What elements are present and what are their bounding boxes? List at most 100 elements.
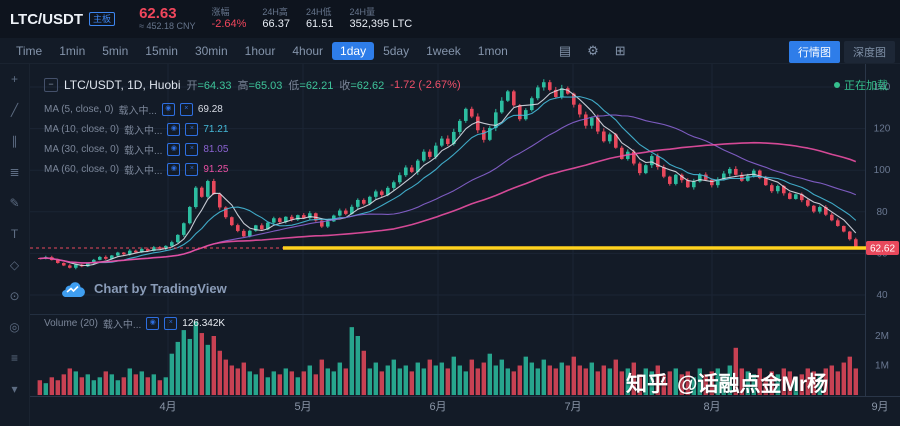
volume-title: Volume (20) xyxy=(44,318,98,329)
tab-1min[interactable]: 1min xyxy=(59,43,86,58)
stat-24h-volume-value: 352,395 LTC xyxy=(349,17,413,30)
view-switch: 行情图 深度图 xyxy=(789,41,895,63)
price-chart-canvas[interactable]: 1401201008060404月5月6月7月8月9月2M1M62.62 xyxy=(30,64,900,426)
svg-text:80: 80 xyxy=(876,207,888,218)
more-tools-icon[interactable]: ▾ xyxy=(11,382,18,396)
svg-text:2M: 2M xyxy=(875,331,889,342)
stat-24h-low-value: 61.51 xyxy=(305,17,334,30)
settings-gear-icon[interactable]: ⚙ xyxy=(587,42,599,58)
close-icon[interactable]: × xyxy=(185,123,199,136)
low-value: =62.21 xyxy=(299,80,334,92)
depth-chart-button[interactable]: 深度图 xyxy=(844,41,895,63)
ma60-label: MA (60, close, 0) xyxy=(44,164,120,175)
close-icon[interactable]: × xyxy=(164,317,178,330)
tab-time[interactable]: Time xyxy=(16,43,43,58)
tab-1mon[interactable]: 1mon xyxy=(477,43,508,58)
eye-icon[interactable]: ◉ xyxy=(167,123,181,136)
svg-text:120: 120 xyxy=(874,124,891,135)
stat-24h-volume: 24H量 352,395 LTC xyxy=(349,7,412,32)
tab-1week[interactable]: 1week xyxy=(426,43,461,58)
text-tool-icon[interactable]: T xyxy=(10,227,19,241)
svg-text:100: 100 xyxy=(874,165,891,176)
change-value: -1.72 (-2.67%) xyxy=(390,79,461,91)
tab-5day[interactable]: 5day xyxy=(383,43,410,58)
chart-title: LTC/USDT, 1D, Huobi xyxy=(64,78,181,92)
ma30-value: 81.05 xyxy=(203,144,229,155)
chart-style-icon[interactable]: ▤ xyxy=(558,42,572,58)
svg-text:6月: 6月 xyxy=(429,401,446,413)
close-value: =62.62 xyxy=(350,80,385,92)
ma5-row: MA (5, close, 0) 载入中... ◉ × 69.28 xyxy=(44,102,223,117)
symbol-title: LTC/USDT xyxy=(10,10,84,28)
fib-retracement-tool-icon[interactable]: ≣ xyxy=(9,165,20,179)
parallel-channel-tool-icon[interactable]: ∥ xyxy=(11,134,18,148)
trend-line-tool-icon[interactable]: ╱ xyxy=(10,103,19,117)
volume-loading: 载入中... xyxy=(102,320,142,331)
volume-legend: Volume (20) 载入中... ◉ × 126.342K xyxy=(44,316,225,331)
tab-1day[interactable]: 1day xyxy=(332,41,375,60)
tab-5min[interactable]: 5min xyxy=(102,43,129,58)
tradingview-watermark: Chart by TradingView xyxy=(60,280,227,297)
stat-change: 涨幅 -2.64% xyxy=(212,7,247,32)
stat-change-label: 涨幅 xyxy=(211,6,230,17)
tab-4hour[interactable]: 4hour xyxy=(292,43,324,58)
market-chart-button[interactable]: 行情图 xyxy=(789,41,840,63)
loading-dot-icon xyxy=(834,82,840,88)
open-label: 开 xyxy=(186,80,198,92)
chart-region: 1401201008060404月5月6月7月8月9月2M1M62.62 − L… xyxy=(30,64,900,426)
brush-tool-icon[interactable]: ✎ xyxy=(9,196,20,210)
ma60-loading: 载入中... xyxy=(124,166,163,177)
svg-text:140: 140 xyxy=(874,82,891,93)
svg-text:9月: 9月 xyxy=(871,401,888,413)
eye-icon[interactable]: ◉ xyxy=(146,317,160,330)
stat-24h-low-label: 24H低 xyxy=(305,6,332,17)
timeframe-bar: Time 1min 5min 15min 30min 1hour 4hour 1… xyxy=(0,38,900,64)
close-label: 收 xyxy=(339,80,351,92)
pattern-tool-icon[interactable]: ◇ xyxy=(9,258,20,272)
ma10-label: MA (10, close, 0) xyxy=(44,124,120,135)
crosshair-tool-icon[interactable]: + xyxy=(10,72,18,86)
svg-text:5月: 5月 xyxy=(294,401,311,413)
close-icon[interactable]: × xyxy=(179,103,193,116)
ma60-value: 91.25 xyxy=(203,164,229,175)
stat-24h-high: 24H高 66.37 xyxy=(262,7,290,32)
ma10-value: 71.21 xyxy=(203,124,229,135)
high-label: 高 xyxy=(237,80,249,92)
tab-15min[interactable]: 15min xyxy=(145,43,178,58)
close-icon[interactable]: × xyxy=(185,163,199,176)
zhihu-brand: 知乎 xyxy=(626,373,668,396)
close-icon[interactable]: × xyxy=(185,143,199,156)
ma5-loading: 载入中... xyxy=(118,106,157,117)
eye-icon[interactable]: ◉ xyxy=(167,143,181,156)
ma30-row: MA (30, close, 0) 载入中... ◉ × 81.05 xyxy=(44,142,228,157)
stat-24h-volume-label: 24H量 xyxy=(349,6,375,17)
loading-indicator: 正在加载 xyxy=(834,77,888,93)
price-block: 62.63 ≈ 452.18 CNY xyxy=(139,4,196,32)
ma5-value: 69.28 xyxy=(197,104,223,115)
svg-text:1M: 1M xyxy=(875,361,889,372)
drawing-toolbar: + ╱ ∥ ≣ ✎ T ◇ ⊙ ◎ ≡ ▾ xyxy=(0,64,30,426)
tab-1hour[interactable]: 1hour xyxy=(244,43,276,58)
indicators-icon[interactable]: ⊞ xyxy=(614,42,626,58)
svg-text:7月: 7月 xyxy=(564,401,581,413)
legend-collapse-icon[interactable]: − xyxy=(44,78,58,92)
zoom-tool-icon[interactable]: ◎ xyxy=(9,320,20,334)
volume-value: 126.342K xyxy=(182,318,226,329)
svg-text:4月: 4月 xyxy=(159,401,176,413)
stat-24h-high-label: 24H高 xyxy=(262,6,288,17)
stat-change-value: -2.64% xyxy=(211,17,247,30)
price-cny: ≈ 452.18 CNY xyxy=(139,21,196,32)
tab-30min[interactable]: 30min xyxy=(194,43,228,58)
last-price: 62.63 xyxy=(139,4,177,22)
open-value: =64.33 xyxy=(197,80,232,92)
header-bar: LTC/USDT 主板 62.63 ≈ 452.18 CNY 涨幅 -2.64%… xyxy=(0,0,900,38)
eye-icon[interactable]: ◉ xyxy=(161,103,175,116)
long-position-tool-icon[interactable]: ⊙ xyxy=(9,289,20,303)
eye-icon[interactable]: ◉ xyxy=(167,163,181,176)
ma30-label: MA (30, close, 0) xyxy=(44,144,120,155)
loading-text: 正在加载 xyxy=(844,80,888,92)
high-value: =65.03 xyxy=(248,80,283,92)
board-badge: 主板 xyxy=(89,12,116,26)
stat-24h-low: 24H低 61.51 xyxy=(306,7,334,32)
magnet-tool-icon[interactable]: ≡ xyxy=(10,351,18,365)
